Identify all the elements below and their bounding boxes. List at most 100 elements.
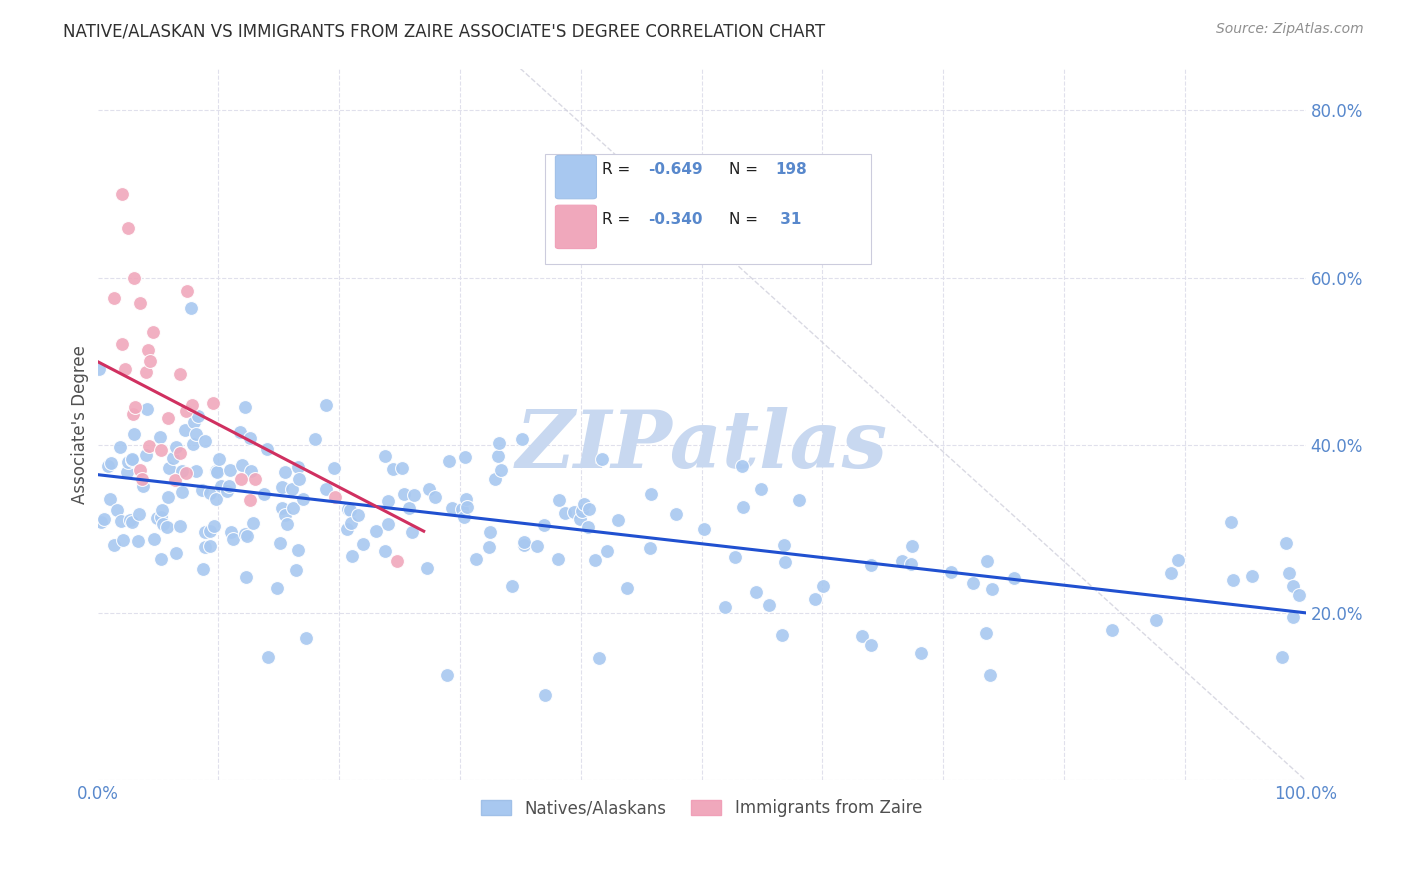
Point bbox=[295, 631, 318, 645]
Point bbox=[146, 511, 169, 525]
Point bbox=[731, 458, 754, 473]
Point bbox=[143, 532, 166, 546]
Point bbox=[1240, 568, 1263, 582]
Point bbox=[266, 581, 288, 595]
Point bbox=[588, 651, 610, 665]
Point bbox=[418, 482, 440, 496]
Point bbox=[256, 442, 278, 457]
Point bbox=[112, 533, 135, 548]
Point bbox=[170, 485, 193, 500]
Point bbox=[1101, 623, 1123, 637]
Point bbox=[174, 404, 197, 418]
Point bbox=[1274, 536, 1296, 550]
Point bbox=[218, 463, 240, 477]
Point bbox=[526, 539, 548, 553]
Point bbox=[337, 502, 360, 516]
FancyBboxPatch shape bbox=[555, 155, 596, 199]
Point bbox=[233, 526, 256, 541]
Point bbox=[1281, 609, 1303, 624]
Point bbox=[87, 361, 110, 376]
Point bbox=[1160, 566, 1182, 581]
Point bbox=[501, 579, 523, 593]
Point bbox=[90, 516, 112, 530]
Point bbox=[385, 554, 408, 568]
Point bbox=[131, 472, 153, 486]
Point bbox=[901, 540, 924, 554]
Point bbox=[304, 432, 326, 446]
Point bbox=[243, 472, 266, 486]
Point bbox=[186, 409, 208, 424]
Point bbox=[114, 362, 136, 376]
Point bbox=[510, 432, 533, 446]
Point bbox=[149, 429, 172, 443]
Point bbox=[347, 508, 370, 523]
Point bbox=[174, 466, 197, 480]
Point bbox=[744, 584, 766, 599]
Text: NATIVE/ALASKAN VS IMMIGRANTS FROM ZAIRE ASSOCIATE'S DEGREE CORRELATION CHART: NATIVE/ALASKAN VS IMMIGRANTS FROM ZAIRE … bbox=[63, 22, 825, 40]
Point bbox=[789, 493, 811, 508]
Point bbox=[811, 579, 834, 593]
Point bbox=[181, 437, 204, 451]
Point bbox=[733, 500, 755, 515]
Point bbox=[274, 465, 297, 479]
Point bbox=[121, 451, 143, 466]
Point bbox=[352, 537, 374, 551]
Point bbox=[274, 508, 297, 522]
Point bbox=[209, 478, 232, 492]
Point bbox=[713, 599, 735, 614]
Legend: Natives/Alaskans, Immigrants from Zaire: Natives/Alaskans, Immigrants from Zaire bbox=[472, 790, 931, 825]
Point bbox=[616, 581, 638, 595]
Point bbox=[135, 365, 157, 379]
Point bbox=[547, 551, 569, 566]
Point bbox=[391, 461, 413, 475]
Point bbox=[98, 491, 121, 506]
Point bbox=[478, 524, 501, 539]
Point bbox=[758, 599, 780, 613]
Point bbox=[979, 668, 1001, 682]
Point bbox=[489, 463, 512, 477]
Y-axis label: Associate's Degree: Associate's Degree bbox=[72, 345, 89, 504]
Point bbox=[477, 540, 499, 554]
Point bbox=[569, 511, 592, 525]
Point bbox=[638, 541, 661, 555]
Point bbox=[97, 459, 120, 474]
Point bbox=[122, 427, 145, 442]
Point bbox=[117, 220, 139, 235]
Point bbox=[198, 486, 221, 500]
Point bbox=[239, 464, 262, 478]
Point bbox=[374, 544, 396, 558]
Point bbox=[208, 452, 231, 467]
Point bbox=[152, 516, 174, 531]
Point bbox=[236, 529, 259, 543]
Point bbox=[157, 490, 180, 504]
Point bbox=[576, 520, 599, 534]
Text: 31: 31 bbox=[775, 212, 801, 227]
Point bbox=[323, 490, 346, 504]
Point bbox=[339, 516, 361, 530]
Point bbox=[207, 465, 229, 479]
Point bbox=[231, 458, 253, 472]
Point bbox=[121, 515, 143, 529]
Point bbox=[136, 401, 159, 416]
Point bbox=[107, 502, 129, 516]
Point bbox=[336, 522, 359, 536]
Point bbox=[1220, 515, 1243, 529]
Point bbox=[315, 398, 337, 412]
Point bbox=[377, 516, 399, 531]
Point bbox=[465, 552, 488, 566]
Point bbox=[484, 472, 506, 486]
Point bbox=[773, 538, 796, 552]
Point bbox=[103, 291, 125, 305]
Text: N =: N = bbox=[730, 162, 763, 178]
Point bbox=[1144, 613, 1167, 627]
Point bbox=[578, 502, 600, 516]
Point bbox=[139, 354, 162, 368]
Point bbox=[596, 543, 619, 558]
Point bbox=[980, 582, 1002, 597]
Point bbox=[339, 503, 361, 517]
Point bbox=[285, 563, 308, 577]
Point bbox=[174, 423, 197, 437]
Point bbox=[169, 367, 191, 381]
Point bbox=[170, 464, 193, 478]
Point bbox=[401, 524, 423, 539]
